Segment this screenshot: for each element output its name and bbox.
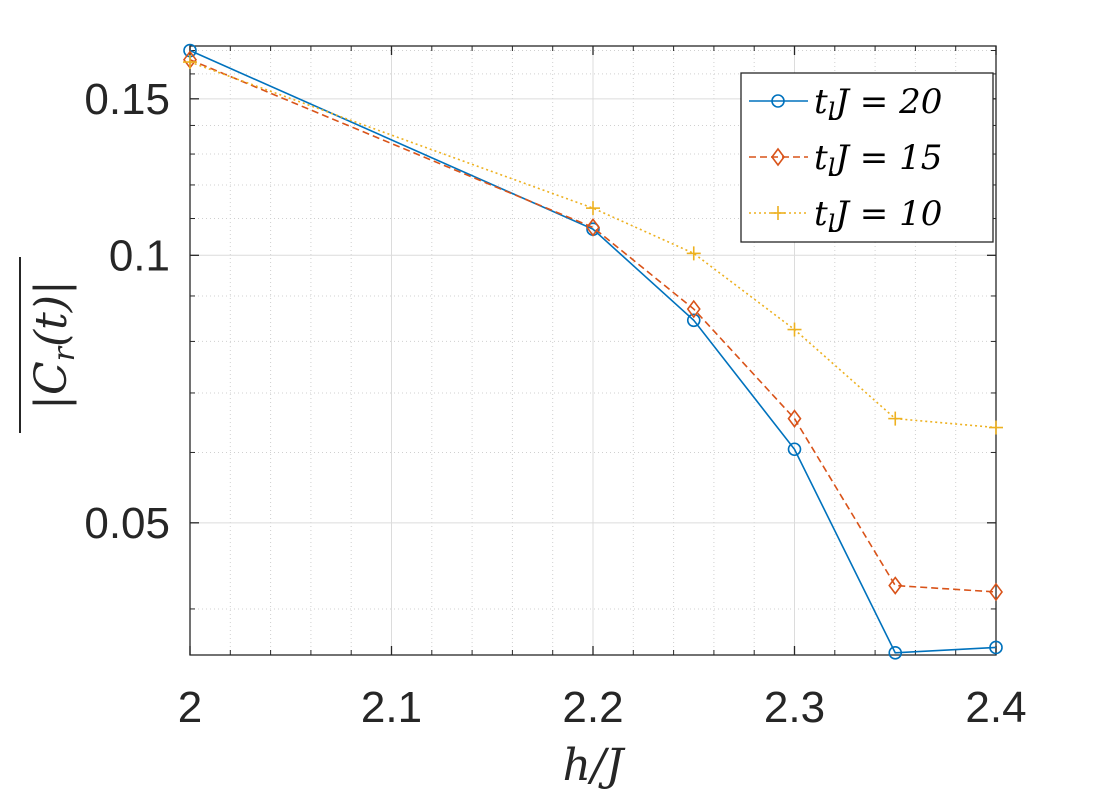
- series-line: [189, 61, 997, 429]
- svg-text:|Cr(t)|: |Cr(t)|: [26, 280, 82, 410]
- legend-marker: [771, 206, 785, 220]
- minor-grid: [190, 46, 996, 655]
- data-point-marker: [888, 576, 903, 595]
- data-point-marker: [888, 411, 903, 426]
- y-tick-label: 0.05: [84, 499, 170, 548]
- data-point-marker: [989, 420, 1003, 435]
- series-2: [183, 55, 1003, 435]
- y-tick-label: 0.1: [109, 231, 170, 280]
- data-point-marker: [989, 640, 1003, 655]
- y-axis-label: |Cr(t)|: [19, 257, 82, 433]
- x-tick-labels: 2 2.1 2.2 2.3 2.4: [178, 683, 1027, 732]
- y-tick-label: 0.15: [84, 75, 170, 124]
- legend-marker: [771, 147, 785, 167]
- data-point-marker: [586, 218, 600, 237]
- series-line: [189, 58, 997, 593]
- data-point-marker: [888, 646, 903, 660]
- data-point-marker: [787, 322, 802, 337]
- x-tick-label: 2.4: [965, 683, 1026, 732]
- legend-marker: [771, 94, 785, 108]
- data-point-marker: [989, 582, 1003, 602]
- legend-label: tlJ = 20: [814, 82, 942, 126]
- x-tick-label: 2.1: [361, 683, 422, 732]
- x-tick-label: 2.2: [562, 683, 623, 732]
- series-layer: [183, 43, 1003, 660]
- y-tick-labels: 0.05 0.1 0.15: [84, 75, 170, 548]
- data-point-marker: [686, 246, 701, 261]
- data-point-marker: [686, 299, 701, 319]
- data-point-marker: [586, 201, 600, 216]
- data-point-marker: [183, 55, 197, 70]
- x-axis-label: h/J: [563, 740, 626, 791]
- data-point-marker: [686, 313, 701, 328]
- legend-label: tlJ = 15: [814, 138, 942, 182]
- x-tick-label: 2: [178, 683, 202, 732]
- data-point-marker: [787, 442, 802, 457]
- x-tick-label: 2.3: [764, 683, 825, 732]
- legend: tlJ = 20 tlJ = 15 tlJ = 10: [740, 72, 994, 243]
- series-1: [183, 50, 1003, 602]
- legend-label: tlJ = 10: [814, 194, 942, 238]
- data-point-marker: [787, 409, 802, 428]
